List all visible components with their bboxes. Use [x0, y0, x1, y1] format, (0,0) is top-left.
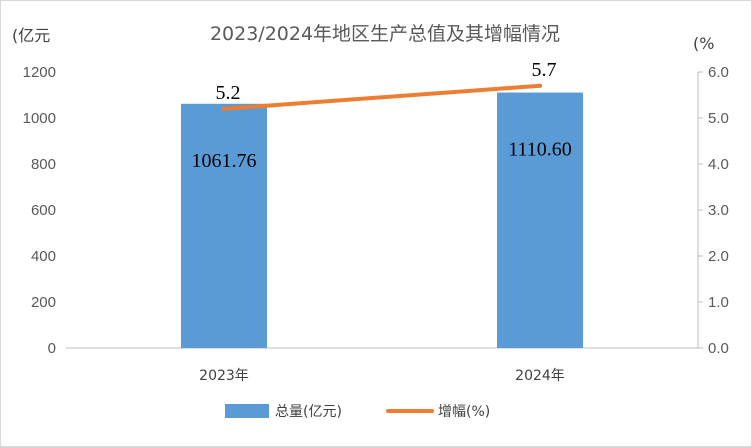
- line-series: [222, 83, 542, 111]
- left-tick-label: 800: [31, 156, 56, 173]
- legend-bar-swatch: [225, 404, 269, 418]
- left-tick-label: 200: [31, 294, 56, 311]
- left-tick-label: 1000: [23, 110, 56, 127]
- growth-line: [222, 83, 542, 111]
- category-label: 2024年: [515, 368, 565, 384]
- line-data-label: 5.2: [216, 82, 241, 104]
- bar-series: [181, 92, 583, 348]
- right-tick-label: 3.0: [708, 202, 729, 219]
- legend-bar-label: 总量(亿元): [275, 404, 342, 420]
- left-tick-label: 600: [31, 202, 56, 219]
- right-tick-label: 5.0: [708, 110, 729, 127]
- axes: [66, 72, 699, 349]
- line-data-label: 5.7: [532, 59, 557, 81]
- right-axis-ticks: 0.0 1.0 2.0 3.0 4.0 5.0 6.0: [698, 64, 729, 357]
- right-tick-label: 4.0: [708, 156, 729, 173]
- line-labels: 5.2 5.7: [216, 59, 557, 104]
- right-tick-label: 6.0: [708, 64, 729, 81]
- category-labels: 2023年 2024年: [199, 368, 565, 384]
- bar-data-label: 1061.76: [192, 150, 257, 172]
- left-tick-label: 1200: [23, 64, 56, 81]
- right-tick-label: 1.0: [708, 294, 729, 311]
- line-point: [538, 83, 542, 88]
- left-tick-label: 0: [48, 340, 56, 357]
- bar: [181, 103, 267, 348]
- chart-title: 2023/2024年地区生产总值及其增幅情况: [210, 23, 560, 45]
- legend-line-label: 增幅(%): [438, 404, 490, 420]
- left-tick-label: 400: [31, 248, 56, 265]
- bar: [497, 92, 583, 348]
- category-label: 2023年: [199, 368, 249, 384]
- legend: 总量(亿元) 增幅(%): [225, 404, 490, 420]
- line-point: [222, 106, 226, 111]
- right-tick-label: 0.0: [708, 340, 729, 357]
- left-axis-unit: (亿元: [12, 26, 50, 45]
- left-axis-ticks: 0 200 400 600 800 1000 1200: [23, 64, 56, 357]
- bar-data-label: 1110.60: [508, 139, 572, 161]
- bar-labels: 1061.76 1110.60: [192, 139, 572, 172]
- right-tick-label: 2.0: [708, 248, 729, 265]
- right-axis-unit: (%: [693, 34, 714, 53]
